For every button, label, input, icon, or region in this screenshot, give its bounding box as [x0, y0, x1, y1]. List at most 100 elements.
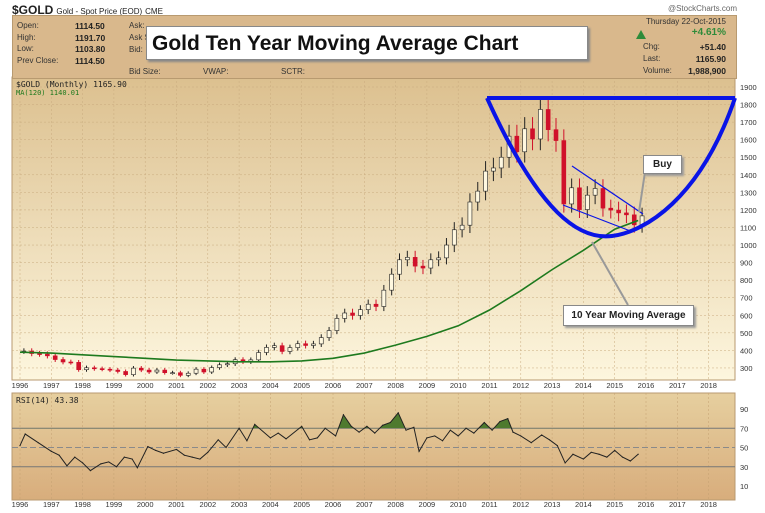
y-tick-label: 1800: [740, 101, 757, 110]
y-tick-label: 1500: [740, 153, 757, 162]
price-bar: [99, 368, 105, 370]
field-value: 1114.50: [75, 55, 105, 66]
rsi-point: [136, 467, 138, 469]
x-tick-label: 2009: [419, 500, 436, 509]
rsi-point: [491, 429, 493, 431]
x-tick-label: 1999: [106, 500, 123, 509]
price-bar: [115, 369, 121, 372]
price-bar: [350, 312, 355, 316]
x-tick-label: 2009: [419, 381, 436, 390]
rsi-point: [473, 432, 475, 434]
x-tick-label: 2008: [387, 500, 404, 509]
price-bar: [631, 214, 637, 226]
price-bar: [201, 368, 207, 373]
change-percent: +4.61%: [691, 27, 726, 38]
rsi-point: [342, 414, 345, 416]
rsi-point: [324, 427, 326, 429]
price-bar: [389, 273, 394, 291]
last-label: Last:: [643, 54, 661, 63]
rsi-point: [277, 432, 279, 434]
rsi-point: [89, 470, 92, 472]
price-bar: [483, 170, 488, 192]
price-bar: [178, 372, 183, 376]
field-value: 1103.80: [75, 44, 106, 54]
sctr-label: SCTR:: [281, 67, 305, 76]
rsi-tick-label: 50: [740, 444, 748, 453]
price-bar: [436, 257, 441, 261]
rsi-point: [358, 431, 360, 433]
wedge-upper-line: [571, 165, 644, 215]
rsi-point: [418, 450, 420, 452]
rsi-point: [301, 425, 303, 427]
x-tick-label: 2010: [450, 500, 467, 509]
price-bar: [271, 345, 277, 348]
rsi-point: [507, 418, 509, 420]
rsi-point: [238, 427, 240, 429]
price-bar: [170, 372, 175, 375]
price-bar: [68, 361, 74, 364]
x-tick-label: 2003: [231, 500, 248, 509]
rsi-point: [199, 458, 201, 460]
x-tick-label: 1998: [74, 381, 91, 390]
rsi-point: [366, 425, 368, 427]
rsi-point: [614, 449, 616, 451]
price-bar: [37, 353, 42, 355]
rsi-point: [131, 458, 133, 460]
rsi-point: [246, 440, 248, 442]
price-bar: [318, 337, 324, 345]
x-tick-label: 2015: [606, 381, 623, 390]
price-bar: [444, 244, 449, 259]
rsi-point: [457, 435, 459, 437]
x-tick-label: 2007: [356, 500, 373, 509]
y-tick-label: 1600: [740, 136, 757, 145]
price-bar: [287, 347, 293, 352]
rsi-point: [108, 461, 110, 463]
price-bar: [530, 128, 535, 140]
price-bar: [123, 371, 128, 375]
x-tick-label: 2015: [606, 500, 623, 509]
y-tick-label: 1100: [740, 223, 756, 232]
y-tick-label: 1900: [740, 83, 757, 92]
rsi-point: [147, 445, 149, 448]
rsi-point: [381, 424, 384, 426]
rsi-point: [621, 456, 624, 458]
symbol-title: $GOLD Gold - Spot Price (EOD) CME: [12, 3, 163, 17]
price-bar: [334, 318, 340, 331]
rsi-point: [449, 429, 451, 431]
price-bar: [475, 190, 481, 203]
y-tick-label: 500: [740, 329, 753, 338]
x-tick-label: 2013: [544, 500, 561, 509]
vwap-label: VWAP:: [203, 67, 229, 76]
price-bar: [514, 135, 520, 153]
y-tick-label: 1400: [740, 171, 757, 180]
x-tick-label: 2007: [356, 381, 373, 390]
y-tick-label: 900: [740, 259, 753, 268]
price-bar: [381, 289, 387, 307]
y-tick-label: 1300: [740, 188, 757, 197]
y-tick-label: 1200: [740, 206, 757, 215]
x-tick-label: 2014: [575, 381, 592, 390]
rsi-tick-label: 70: [740, 424, 748, 433]
rsi-point: [19, 444, 21, 447]
rsi-point: [285, 438, 287, 440]
rsi-point: [541, 434, 543, 436]
field-label: Prev Close:: [17, 55, 59, 65]
cup-curve: [485, 97, 737, 239]
price-bar: [45, 353, 50, 357]
price-bar: [193, 368, 199, 374]
rsi-point: [590, 451, 592, 453]
price-bar: [295, 343, 301, 348]
rsi-point: [350, 425, 352, 427]
x-tick-label: 2003: [231, 381, 248, 390]
buy-label: Buy: [643, 155, 682, 174]
price-bar: [154, 369, 160, 373]
ask-label: Ask:: [129, 21, 145, 30]
rsi-point: [66, 465, 68, 467]
x-tick-label: 1997: [43, 500, 60, 509]
rsi-tick-label: 10: [740, 482, 748, 491]
x-tick-label: 2002: [199, 500, 216, 509]
price-bar: [92, 367, 97, 370]
rsi-point: [405, 429, 407, 431]
rsi-point: [162, 452, 165, 454]
